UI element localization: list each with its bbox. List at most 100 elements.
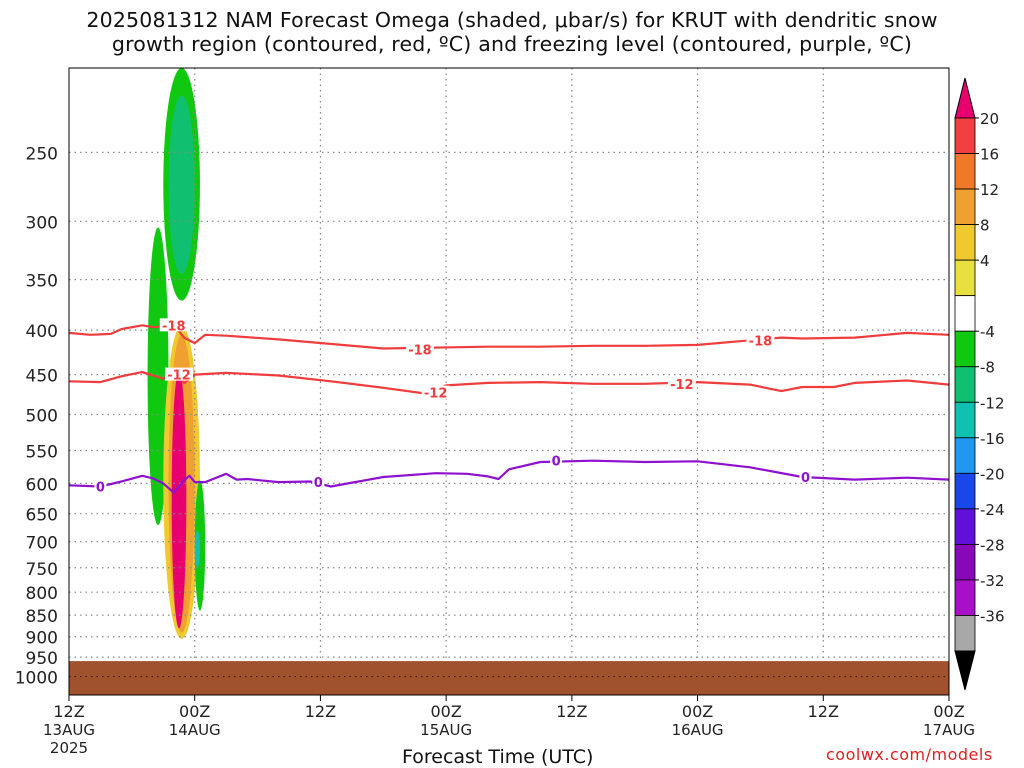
x-tick-year-0: 2025: [50, 739, 88, 757]
x-tick-label-24: 12Z: [305, 702, 336, 721]
omega-region-6: [194, 480, 206, 611]
colorbar-label-9: -20: [980, 465, 1005, 483]
colorbar-bin-8: [954, 401, 976, 439]
y-axis: 2503003504004505005506006507007508008509…: [15, 144, 58, 688]
plot-frame: [68, 67, 950, 696]
y-tick-label-450: 450: [26, 367, 58, 387]
contour-label-0: -18: [162, 319, 186, 334]
contour-label-bg-3: [165, 367, 193, 381]
contour-label-9: 0: [801, 471, 810, 486]
colorbar-label-11: -28: [980, 536, 1005, 554]
title-line-1: 2025081312 NAM Forecast Omega (shaded, μ…: [86, 8, 938, 32]
contour--18: [68, 324, 950, 350]
colorbar-bin-12: [954, 544, 976, 581]
colorbar-label-3: 8: [980, 217, 990, 235]
ground-fill: [69, 661, 949, 695]
title-line-2: growth region (contoured, red, ºC) and f…: [111, 32, 913, 56]
colorbar-bin-4: [954, 259, 976, 297]
x-axis-label: Forecast Time (UTC): [402, 746, 594, 768]
contour-lines: [68, 324, 950, 494]
y-tick-label-300: 300: [26, 213, 58, 233]
contour-label-6: 0: [96, 481, 105, 496]
chart-title: 2025081312 NAM Forecast Omega (shaded, μ…: [0, 8, 1024, 56]
contour-label-bg-2: [746, 333, 775, 347]
colorbar-bin-9: [954, 437, 976, 474]
y-tick-label-950: 950: [26, 649, 58, 669]
y-tick-label-400: 400: [26, 322, 58, 342]
omega-region-5: [171, 370, 187, 629]
contour-label-bg-9: [799, 470, 812, 484]
y-tick-label-350: 350: [26, 272, 58, 292]
colorbar-label-7: -12: [980, 394, 1005, 412]
colorbar-bin-3: [954, 224, 976, 261]
contour-label-bg-5: [667, 376, 696, 390]
contour-label-bg-1: [405, 342, 434, 356]
contour-labels: -18 -18 -18 -12 -12 -12 0 0 0 0: [94, 318, 812, 496]
contour-label-bg-0: [159, 318, 188, 332]
contour-label-bg-6: [94, 479, 107, 493]
colorbar-bin-7: [954, 366, 976, 403]
x-tick-date-0: 13AUG: [43, 721, 95, 739]
colorbar-label-8: -16: [980, 430, 1005, 448]
x-tick-label-84: 00Z: [933, 702, 964, 721]
contour-label-bg-8: [550, 453, 563, 467]
contour-label-bg-4: [421, 385, 450, 399]
x-tick-label-60: 00Z: [682, 702, 713, 721]
x-tick-label-48: 12Z: [556, 702, 587, 721]
ground-layer: [69, 661, 949, 695]
contour-label-1: -18: [408, 343, 432, 358]
colorbar-bottom-arrow: [954, 650, 976, 691]
colorbar-label-6: -8: [980, 359, 995, 377]
colorbar-label-1: 16: [980, 146, 999, 164]
chart-grid: [69, 68, 949, 695]
contour--12: [68, 371, 950, 395]
contour-label-2: -18: [749, 334, 773, 349]
y-tick-label-600: 600: [26, 475, 58, 495]
credit-link[interactable]: coolwx.com/models: [826, 745, 993, 764]
y-tick-label-900: 900: [26, 629, 58, 649]
contour-label-bg-7: [312, 475, 325, 489]
colorbar-bin-11: [954, 508, 976, 545]
y-tick-label-850: 850: [26, 607, 58, 627]
colorbar-bin-14: [954, 615, 976, 652]
y-tick-label-500: 500: [26, 406, 58, 426]
colorbar-label-2: 12: [980, 181, 999, 199]
x-tick-label-0: 12Z: [53, 702, 84, 721]
x-tick-label-12: 00Z: [179, 702, 210, 721]
colorbar-top-arrow: [954, 77, 976, 119]
colorbar-label-10: -24: [980, 501, 1005, 519]
colorbar-label-5: -4: [980, 323, 995, 341]
contour-label-8: 0: [552, 455, 561, 470]
colorbar-bin-10: [954, 472, 976, 510]
y-tick-label-650: 650: [26, 506, 58, 526]
contour-label-3: -12: [167, 369, 191, 384]
omega-region-1: [168, 95, 195, 275]
colorbar-bin-2: [954, 188, 976, 225]
colorbar-label-12: -32: [980, 572, 1005, 590]
contour-label-7: 0: [314, 476, 323, 491]
colorbar-label-4: 4: [980, 252, 990, 270]
x-tick-date-84: 17AUG: [923, 721, 975, 739]
colorbar-bin-1: [954, 153, 976, 190]
colorbar: 20 16 12 8 4 -4 -8 -12 -16 -20 -24 -28 -32 -36: [954, 77, 1005, 691]
colorbar-label-0: 20: [980, 110, 999, 128]
colorbar-bin-0: [954, 117, 976, 154]
y-tick-label-1000: 1000: [15, 669, 58, 689]
x-tick-label-36: 00Z: [430, 702, 461, 721]
omega-shading: [147, 68, 206, 639]
colorbar-label-13: -36: [980, 607, 1005, 625]
x-tick-label-72: 12Z: [808, 702, 839, 721]
y-tick-label-700: 700: [26, 534, 58, 554]
y-tick-label-800: 800: [26, 584, 58, 604]
x-tick-date-12: 14AUG: [169, 721, 221, 739]
colorbar-bin-6: [954, 330, 976, 368]
colorbar-bin-13: [954, 579, 976, 616]
omega-region-7: [194, 530, 200, 568]
colorbar-bin-5: [954, 295, 976, 332]
y-tick-label-550: 550: [26, 443, 58, 463]
contour-label-5: -12: [670, 378, 694, 393]
x-tick-date-36: 15AUG: [420, 721, 472, 739]
contour-label-4: -12: [424, 387, 448, 402]
